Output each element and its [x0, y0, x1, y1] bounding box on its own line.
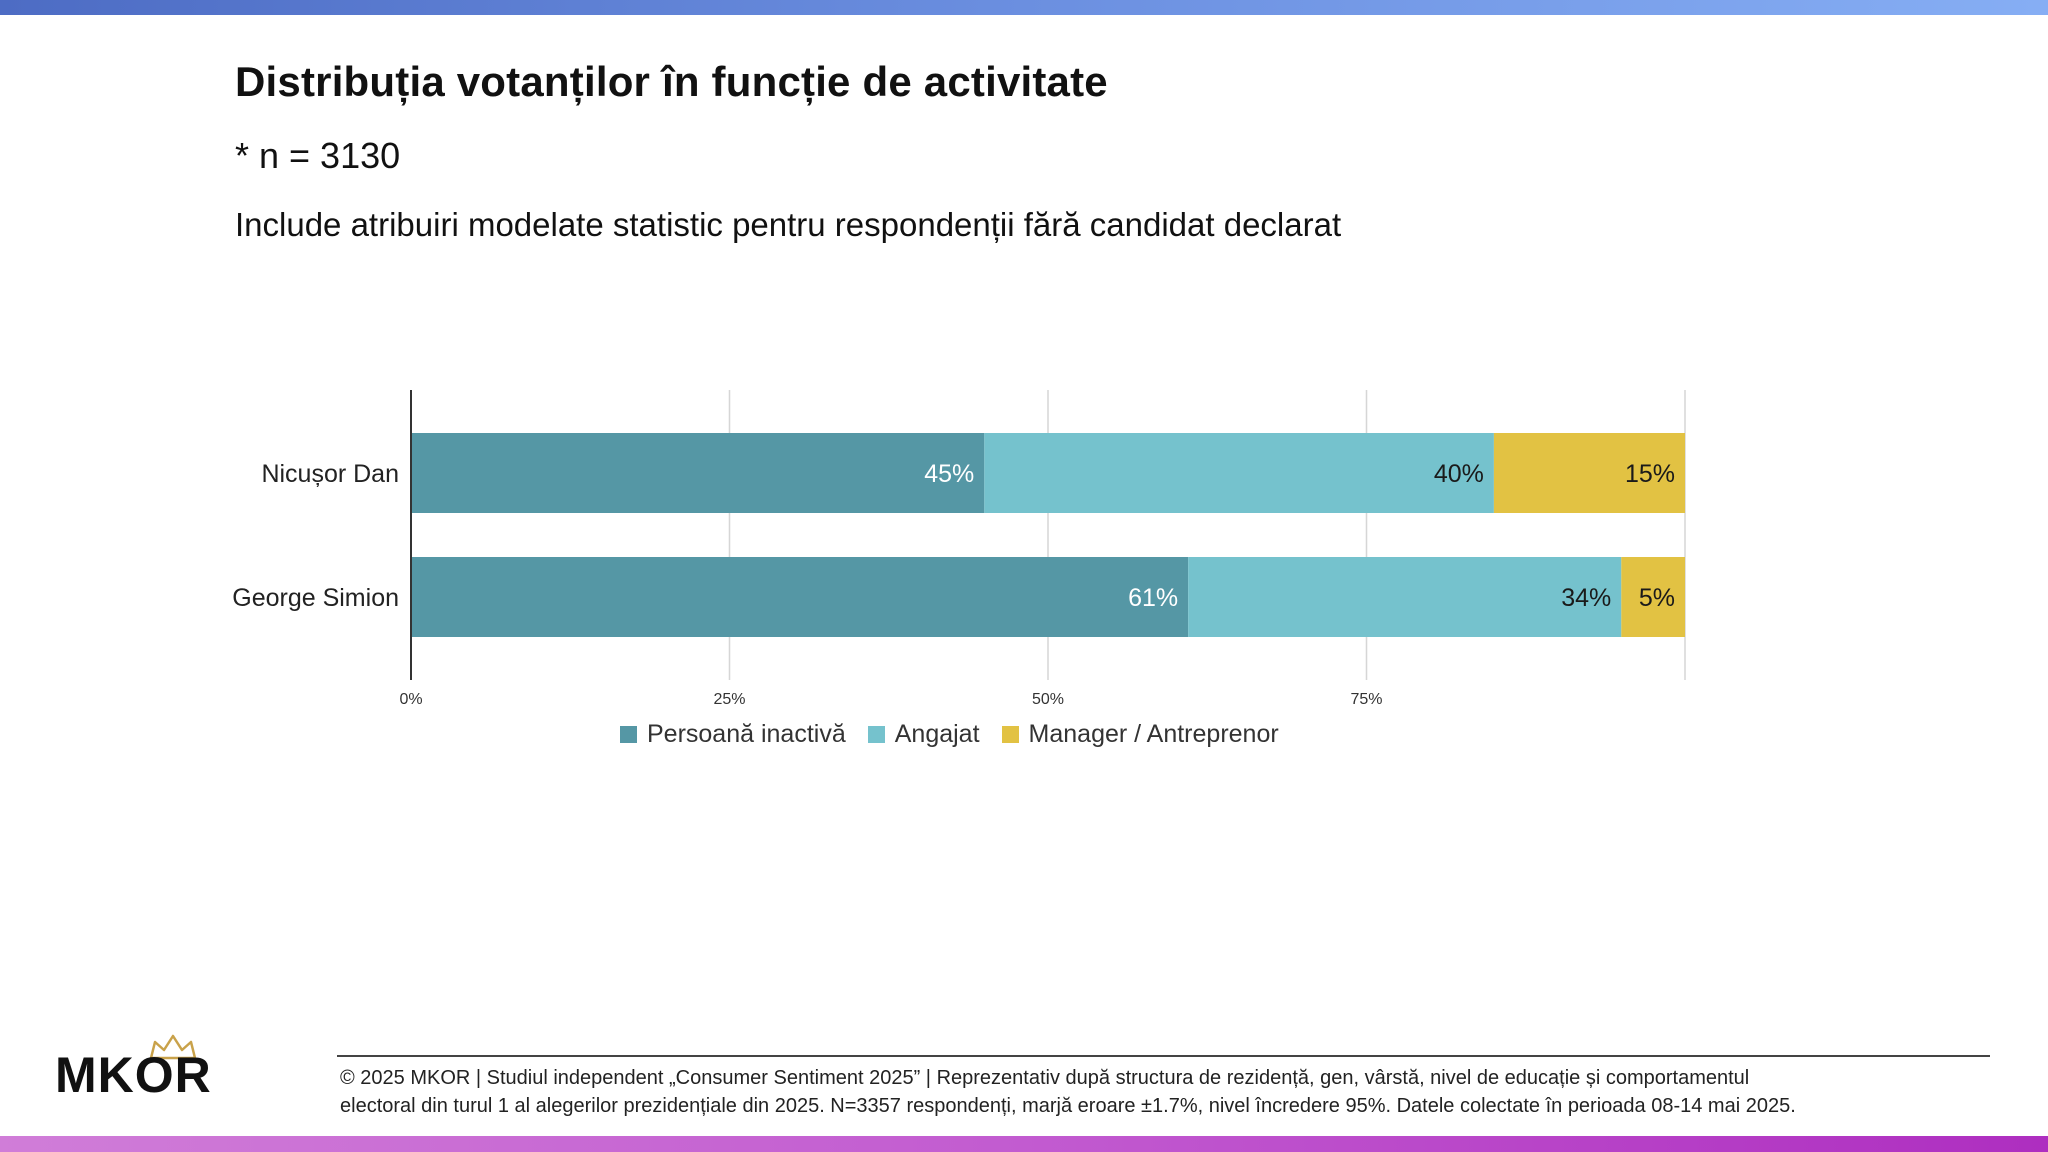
brand-name: MKOR	[55, 1047, 212, 1103]
chart-legend: Persoană inactivă Angajat Manager / Antr…	[620, 720, 1301, 749]
page-title: Distribuția votanților în funcție de act…	[235, 58, 1108, 105]
legend-item-manager-antreprenor: Manager / Antreprenor	[1001, 720, 1279, 749]
legend-swatch	[867, 726, 885, 743]
top-accent-bar	[0, 0, 2048, 15]
bar-value-label: 40%	[1434, 460, 1484, 488]
bar-value-label: 61%	[1128, 584, 1178, 612]
bar-segment	[1188, 557, 1622, 637]
sample-size: * n = 3130	[235, 135, 401, 176]
stacked-bar-chart: 45% 40% 15% Nicușor Dan 61% 34% 5% George Simio…	[232, 390, 1686, 708]
bar-value-label: 34%	[1561, 584, 1611, 612]
x-tick-label: 50%	[1032, 691, 1064, 708]
category-label: Nicușor Dan	[261, 460, 399, 488]
legend-label: Angajat	[894, 720, 980, 748]
legend-item-angajat: Angajat	[867, 720, 980, 749]
x-tick-label: 0%	[399, 691, 422, 708]
legend-item-persoana-inactiva: Persoană inactivă	[620, 720, 846, 749]
legend-swatch	[1001, 726, 1019, 743]
crown-icon	[149, 1034, 197, 1060]
legend-label: Persoană inactivă	[647, 720, 846, 748]
subtitle: Include atribuiri modelate statistic pen…	[235, 206, 1342, 243]
footer-divider	[337, 1055, 1990, 1057]
bar-value-label: 45%	[924, 460, 974, 488]
bar-value-label: 15%	[1625, 460, 1675, 488]
mkor-logo: MKOR	[55, 1034, 245, 1103]
bar-segment	[411, 433, 985, 513]
bar-value-label: 5%	[1639, 584, 1675, 612]
legend-label: Manager / Antreprenor	[1028, 720, 1279, 748]
footer-note: © 2025 MKOR | Studiul independent „Consu…	[340, 1064, 2000, 1120]
category-label: George Simion	[232, 584, 399, 612]
footer-line-1: © 2025 MKOR | Studiul independent „Consu…	[340, 1067, 1750, 1089]
bar-segment	[1493, 433, 1685, 513]
bottom-accent-bar	[0, 1136, 2048, 1152]
x-tick-label: 25%	[713, 691, 745, 708]
legend-swatch	[620, 726, 637, 743]
footer-line-2: electoral din turul 1 al alegerilor prez…	[340, 1095, 1796, 1117]
bar-segment	[984, 433, 1494, 513]
x-tick-label: 75%	[1350, 691, 1382, 708]
bar-segment	[411, 557, 1189, 637]
bar-segment	[1621, 557, 1685, 637]
